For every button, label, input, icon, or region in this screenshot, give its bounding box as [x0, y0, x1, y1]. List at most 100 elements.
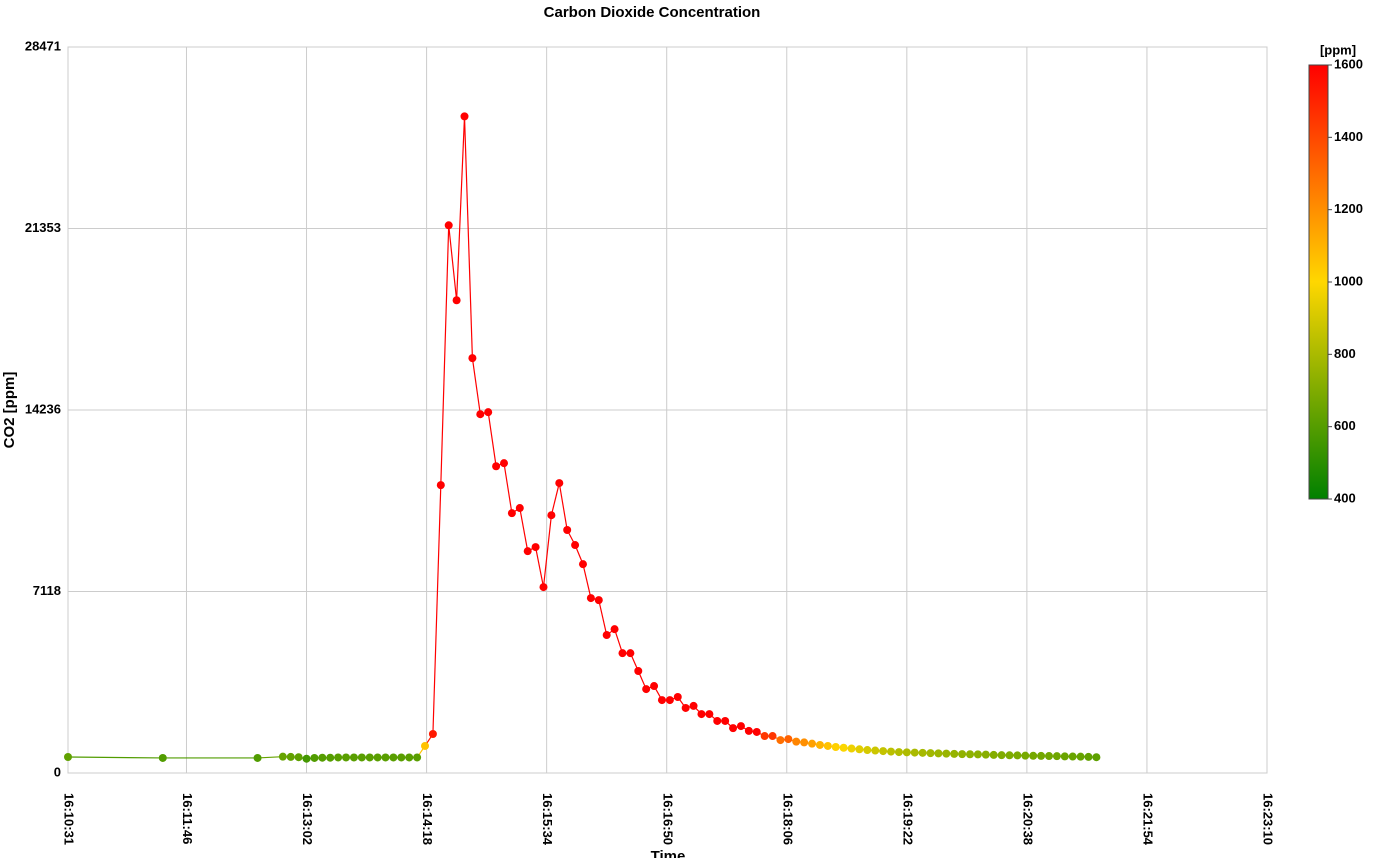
- data-point: [800, 738, 809, 747]
- data-point: [997, 751, 1006, 760]
- data-point: [586, 594, 595, 603]
- y-tick-label: 0: [54, 764, 61, 779]
- data-point: [721, 716, 730, 725]
- line-segment: [432, 485, 442, 735]
- x-tick-label: 16:20:38: [1020, 793, 1035, 845]
- line-segment: [487, 412, 497, 467]
- line-segment: [503, 463, 513, 514]
- data-point: [310, 753, 319, 762]
- data-point: [752, 727, 761, 736]
- line-segment: [463, 116, 474, 359]
- colorbar-title: [ppm]: [1320, 42, 1356, 57]
- x-axis-label: Time: [651, 848, 686, 858]
- data-point: [571, 541, 580, 550]
- data-point: [1005, 751, 1014, 760]
- colorbar-tick-label: 1000: [1334, 273, 1363, 288]
- data-point: [958, 750, 967, 759]
- data-point: [618, 649, 627, 658]
- data-point: [634, 667, 643, 676]
- line-segment: [67, 756, 163, 759]
- data-point: [523, 547, 532, 556]
- data-point: [729, 724, 738, 733]
- data-point: [500, 459, 508, 468]
- x-tick-label: 16:18:06: [780, 793, 795, 845]
- data-point: [942, 749, 951, 758]
- data-point: [460, 112, 469, 121]
- data-point: [863, 746, 872, 755]
- data-point: [1084, 752, 1093, 761]
- data-point: [318, 753, 327, 762]
- line-segment: [535, 546, 545, 588]
- data-point: [64, 753, 72, 762]
- line-segment: [598, 599, 608, 636]
- data-point: [808, 739, 817, 748]
- data-point: [815, 740, 824, 749]
- data-point: [1021, 751, 1030, 760]
- data-point: [689, 701, 698, 710]
- x-tick-label: 16:15:34: [540, 793, 555, 846]
- data-point: [476, 410, 485, 419]
- data-point: [413, 753, 422, 762]
- data-point: [902, 748, 911, 757]
- data-point: [681, 703, 690, 712]
- data-point: [626, 649, 635, 658]
- data-point: [784, 735, 793, 744]
- data-point: [642, 685, 651, 694]
- data-point: [760, 732, 769, 741]
- line-segment: [440, 225, 450, 486]
- data-point: [950, 749, 959, 758]
- data-point: [253, 753, 262, 762]
- data-point: [294, 753, 303, 762]
- data-point: [910, 748, 919, 757]
- data-point: [697, 710, 706, 719]
- colorbar-tick-label: 600: [1334, 418, 1356, 433]
- line-segment: [550, 482, 560, 516]
- data-point: [286, 752, 295, 761]
- x-tick-label: 16:23:10: [1261, 793, 1276, 845]
- line-segment: [542, 515, 552, 588]
- data-point: [705, 710, 714, 719]
- line-segment: [257, 756, 283, 759]
- data-point: [918, 748, 927, 757]
- data-point: [507, 509, 516, 518]
- line-segment: [456, 116, 466, 301]
- data-point: [610, 625, 619, 634]
- colorbar-tick-label: 1400: [1334, 129, 1363, 144]
- data-point: [1060, 752, 1069, 761]
- data-point: [421, 741, 430, 750]
- data-point: [405, 753, 414, 762]
- y-tick-label: 21353: [25, 220, 61, 235]
- data-point: [342, 753, 351, 762]
- colorbar-tick-label: 400: [1334, 490, 1356, 505]
- y-axis-label: CO2 [ppm]: [1, 372, 18, 449]
- data-point: [547, 511, 556, 520]
- data-point: [1052, 752, 1061, 761]
- data-point: [1037, 751, 1046, 760]
- colorbar-tick-label: 800: [1334, 346, 1356, 361]
- x-tick-label: 16:11:46: [180, 793, 195, 844]
- data-point: [973, 750, 982, 759]
- x-tick-label: 16:13:02: [300, 793, 315, 845]
- data-point: [934, 749, 943, 758]
- data-point: [349, 753, 358, 762]
- x-tick-label: 16:21:54: [1141, 793, 1156, 846]
- colorbar-tick-label: 1200: [1334, 201, 1363, 216]
- data-point: [981, 750, 990, 759]
- data-point: [894, 748, 903, 757]
- data-point: [334, 753, 343, 762]
- data-point: [602, 631, 611, 640]
- data-point: [1076, 752, 1085, 761]
- data-point: [839, 743, 848, 752]
- data-point: [736, 722, 745, 731]
- data-point: [158, 753, 167, 762]
- line-segment: [448, 225, 458, 301]
- data-point: [657, 696, 666, 705]
- data-point: [492, 462, 501, 471]
- line-segment: [471, 358, 481, 415]
- line-segment: [614, 628, 624, 654]
- data-point: [484, 408, 493, 417]
- data-point: [966, 750, 975, 759]
- data-point: [665, 696, 674, 705]
- line-segment: [582, 564, 592, 599]
